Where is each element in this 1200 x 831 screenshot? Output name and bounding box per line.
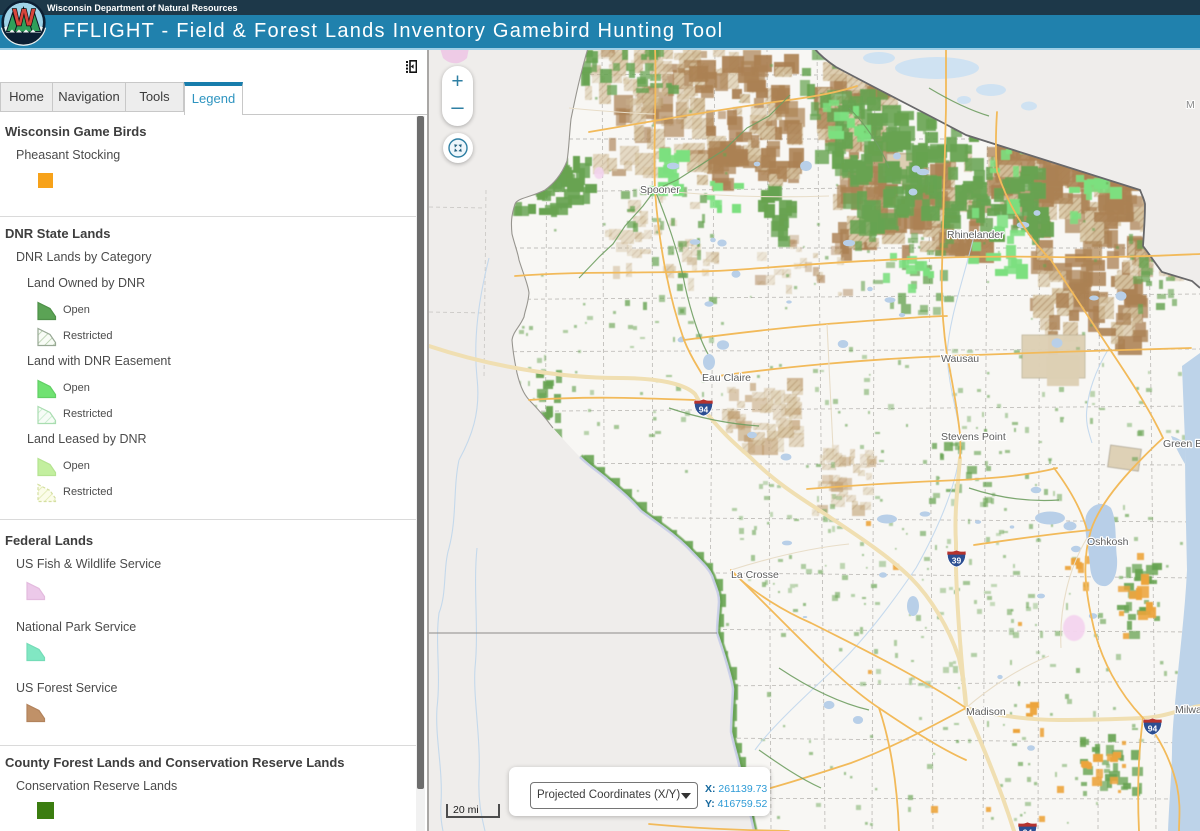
svg-text:Wausau: Wausau <box>941 353 979 365</box>
svg-text:94: 94 <box>1148 724 1158 734</box>
svg-text:94: 94 <box>699 405 709 415</box>
svg-text:La Crosse: La Crosse <box>731 569 779 581</box>
svg-text:W: W <box>13 5 36 32</box>
svg-text:39: 39 <box>952 556 962 566</box>
svg-text:Green Bay: Green Bay <box>1163 438 1200 450</box>
svg-text:Stevens Point: Stevens Point <box>941 431 1006 443</box>
svg-text:Spooner: Spooner <box>640 184 680 196</box>
svg-text:Eau Claire: Eau Claire <box>702 372 751 384</box>
svg-text:M: M <box>1186 99 1195 111</box>
svg-text:Madison: Madison <box>966 706 1006 718</box>
svg-text:Oshkosh: Oshkosh <box>1087 536 1129 548</box>
svg-text:Milwaukee: Milwaukee <box>1175 704 1200 716</box>
svg-text:Rhinelander: Rhinelander <box>947 229 1004 241</box>
svg-text:94: 94 <box>1023 828 1033 831</box>
